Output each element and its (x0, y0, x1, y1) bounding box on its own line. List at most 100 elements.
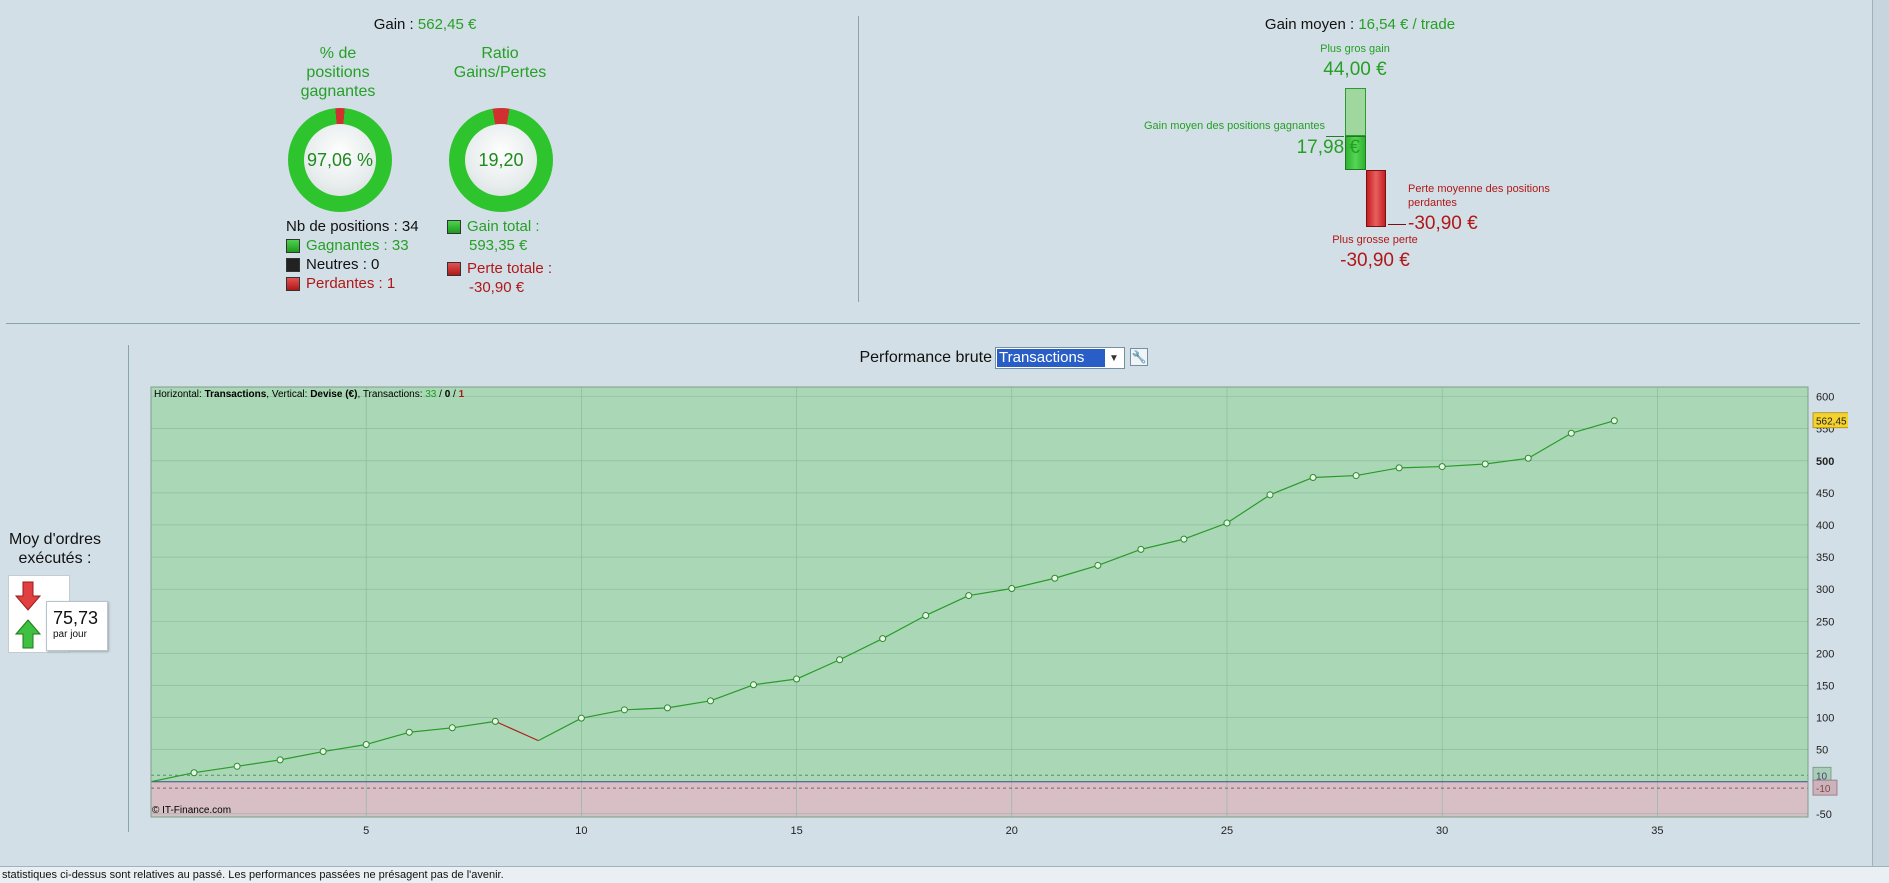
x-tick-label: 10 (575, 825, 587, 834)
pct-winning-donut: 97,06 % (288, 108, 392, 212)
pct-winning-value: 97,06 % (304, 124, 376, 196)
pct-winning-label: % de positions gagnantes (300, 45, 376, 100)
wrench-icon[interactable]: 🔧 (1130, 348, 1148, 366)
data-point (1137, 545, 1145, 553)
performance-select[interactable]: Transactions ▼ (995, 347, 1125, 369)
gain-label: Gain : (373, 16, 414, 33)
badge-upper: 10 (1816, 771, 1828, 782)
y-tick-label: 50 (1816, 745, 1828, 757)
performance-series (150, 417, 1618, 783)
y-tick-label: 600 (1816, 392, 1834, 404)
series-segment (925, 595, 969, 617)
series-segment (366, 731, 410, 746)
badge-lower-box (1812, 779, 1838, 796)
chevron-down-icon[interactable]: ▼ (1109, 352, 1119, 364)
average-gain-title: Gain moyen : 16,54 € / trade (1264, 16, 1456, 33)
average-loss-bar (1366, 170, 1386, 227)
series-segment (193, 765, 238, 774)
y-tick-label: 450 (1816, 488, 1834, 500)
y-tick-label: 250 (1816, 616, 1834, 628)
biggest-gain-value: 44,00 € (1323, 59, 1387, 80)
total-loss-value: -30,90 € (469, 279, 525, 296)
x-tick-label: 5 (363, 825, 369, 834)
data-point (1008, 585, 1016, 593)
data-point (1481, 460, 1489, 468)
badge-lower: -10 (1816, 784, 1831, 795)
series-segment (796, 659, 840, 680)
data-point (448, 724, 456, 732)
series-segment (1226, 494, 1271, 524)
black-square-icon (286, 257, 300, 272)
gain-title: Gain : 562,45 € (300, 16, 550, 33)
data-point (1094, 561, 1102, 569)
y-tick-label: -50 (1816, 809, 1832, 821)
data-point (1395, 464, 1403, 472)
winning-count: Gagnantes : 33 (286, 236, 419, 255)
average-gain-bar (1345, 136, 1366, 170)
series-segment (1399, 465, 1443, 469)
data-point (1438, 463, 1446, 471)
series-segment (1183, 522, 1228, 540)
series-segment (1097, 548, 1142, 566)
green-square-icon (286, 238, 300, 253)
orders-value-box: 75,73 par jour (46, 601, 108, 651)
biggest-loss-value: -30,90 € (1340, 250, 1410, 271)
y-axis-badges: 10 -10 562,45 (1812, 412, 1848, 796)
left-divider (128, 345, 129, 832)
series-segment (667, 700, 711, 709)
orders-unit: par jour (53, 629, 87, 640)
series-segment-loss (495, 720, 539, 742)
y-tick-label: 150 (1816, 680, 1834, 692)
chart-grid (151, 387, 1808, 817)
series-segment (1442, 463, 1486, 468)
y-tick-label: 400 (1816, 520, 1834, 532)
series-segment (538, 717, 582, 742)
data-point (663, 704, 671, 712)
y-tick-label: 100 (1816, 713, 1834, 725)
nb-positions: Nb de positions : 34 (286, 218, 419, 235)
chart-header: Horizontal: Transactions, Vertical: Devi… (154, 389, 465, 400)
biggest-loss-label: Plus grosse perte (1332, 234, 1418, 246)
top-divider-vertical (858, 16, 859, 302)
right-scroll-strip[interactable] (1872, 0, 1889, 866)
data-point (879, 635, 887, 643)
footer-disclaimer: statistiques ci-dessus sont relatives au… (0, 866, 1889, 883)
data-point (1352, 472, 1360, 480)
total-gain-value: 593,35 € (469, 237, 528, 254)
orders-arrows-icon (14, 581, 42, 649)
biggest-gain-label: Plus gros gain (1320, 43, 1390, 55)
x-tick-label: 25 (1221, 825, 1233, 834)
data-point (1051, 574, 1059, 582)
orders-value: 75,73 (53, 608, 99, 628)
total-loss: Perte totale : (447, 259, 552, 278)
series-segment (452, 720, 496, 729)
data-point (1567, 429, 1575, 437)
series-segment (150, 772, 195, 783)
series-segment (1269, 476, 1314, 496)
series-segment (753, 678, 797, 686)
average-winning-label: Gain moyen des positions gagnantes (1143, 120, 1325, 132)
badge-last-value-box (1812, 412, 1848, 429)
data-point (190, 769, 198, 777)
series-segment (323, 743, 367, 753)
performance-chart: 5 10 15 20 25 30 35 60055050045040035030025020… (150, 386, 1848, 834)
data-point (1266, 491, 1274, 499)
average-winning-value: 17,98 € (1296, 137, 1360, 158)
average-losing-value: -30,90 € (1408, 213, 1478, 234)
data-point (793, 675, 801, 683)
positions-legend: Nb de positions : 34 Gagnantes : 33 Neut… (286, 217, 419, 293)
data-point (750, 681, 758, 689)
arrow-right-icon (1326, 136, 1344, 137)
data-point (233, 762, 241, 770)
series-segment (1140, 538, 1185, 550)
x-tick-label: 35 (1651, 825, 1663, 834)
neutral-count: Neutres : 0 (286, 255, 419, 274)
series-segment (1485, 457, 1529, 465)
series-segment (624, 707, 668, 711)
series-segment (1313, 474, 1357, 479)
x-tick-label: 15 (790, 825, 802, 834)
data-point (405, 728, 413, 736)
data-point (319, 748, 327, 756)
data-point (1610, 417, 1618, 425)
series-segment (1571, 420, 1615, 434)
